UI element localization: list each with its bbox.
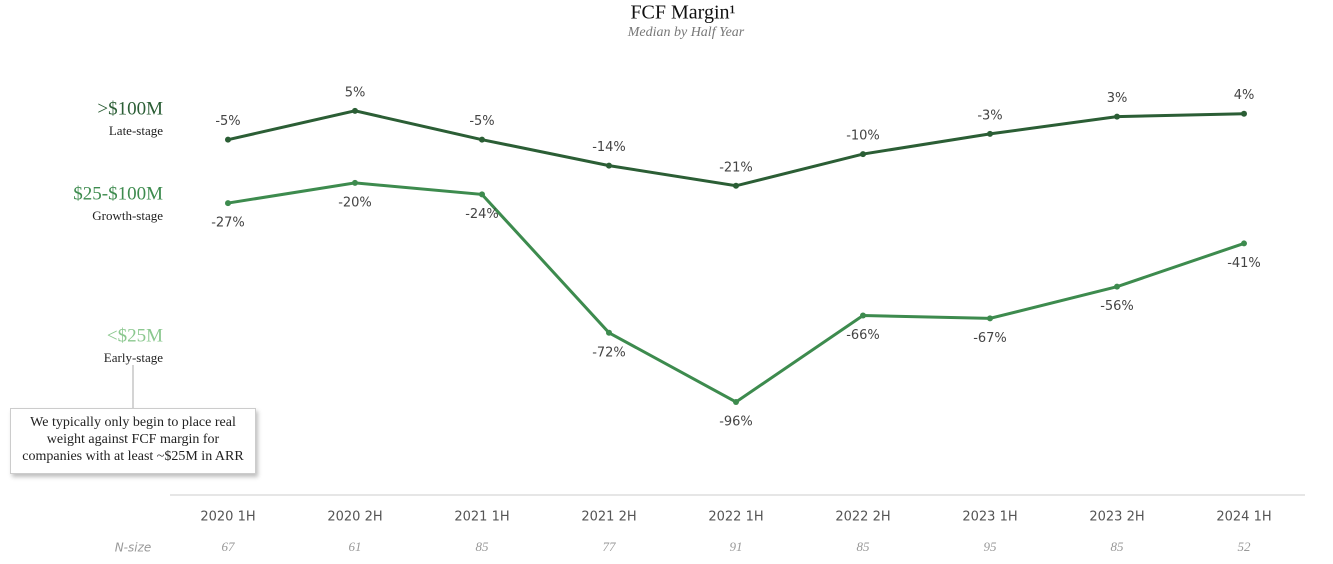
data-label: -56%: [1100, 299, 1134, 314]
data-label: -5%: [469, 114, 494, 129]
data-label: 4%: [1234, 88, 1255, 103]
x-tick-label: 2022 2H: [835, 510, 890, 525]
data-label: -27%: [211, 216, 245, 231]
series-line: [227, 181, 1245, 404]
legend-sublabel: Early-stage: [104, 350, 163, 365]
n-size-value: 61: [349, 539, 362, 554]
n-size-value: 67: [222, 539, 236, 554]
data-label: 3%: [1107, 91, 1128, 106]
x-tick-label: 2020 2H: [327, 510, 382, 525]
data-point: [352, 107, 358, 114]
data-point: [479, 136, 485, 143]
legend-label: <$25M: [107, 325, 163, 346]
data-point: [860, 312, 866, 319]
data-label: -3%: [977, 108, 1002, 123]
chart-subtitle: Median by Half Year: [627, 25, 745, 40]
data-point: [733, 182, 739, 189]
annotation: We typically only begin to place real we…: [10, 408, 256, 474]
n-size-value: 91: [730, 539, 743, 554]
data-point: [225, 136, 231, 143]
data-point: [225, 200, 231, 207]
legend-label: >$100M: [97, 98, 163, 119]
data-label: -21%: [719, 160, 753, 175]
data-label: -96%: [719, 414, 753, 429]
data-point: [1114, 283, 1120, 290]
data-label: -67%: [973, 331, 1007, 346]
data-point: [1114, 113, 1120, 120]
data-point: [987, 315, 993, 322]
data-label: -14%: [592, 140, 626, 155]
x-tick-label: 2020 1H: [200, 510, 255, 525]
chart-title: FCF Margin¹: [630, 2, 735, 24]
x-tick-label: 2024 1H: [1216, 510, 1271, 525]
x-tick-label: 2023 1H: [962, 510, 1017, 525]
n-size-value: 85: [857, 539, 871, 554]
n-size-value: 52: [1238, 539, 1252, 554]
n-size-label: N-size: [115, 541, 152, 555]
x-tick-label: 2023 2H: [1089, 510, 1144, 525]
data-point: [1241, 240, 1247, 247]
data-label: 5%: [345, 85, 366, 100]
data-point: [987, 130, 993, 137]
data-point: [606, 162, 612, 169]
data-point: [733, 398, 739, 405]
legend-label: $25-$100M: [73, 183, 163, 204]
x-tick-label: 2021 1H: [454, 510, 509, 525]
n-size-value: 85: [1111, 539, 1125, 554]
n-size-value: 77: [603, 539, 617, 554]
data-label: -20%: [338, 195, 372, 210]
legend-sublabel: Late-stage: [109, 123, 163, 138]
data-label: -24%: [465, 207, 499, 222]
data-label: -5%: [215, 114, 240, 129]
x-tick-label: 2021 2H: [581, 510, 636, 525]
legend-sublabel: Growth-stage: [92, 208, 163, 223]
data-point: [606, 329, 612, 336]
data-label: -41%: [1227, 256, 1261, 271]
data-label: -66%: [846, 328, 880, 343]
n-size-value: 95: [984, 539, 998, 554]
data-point: [1241, 110, 1247, 117]
data-label: -10%: [846, 129, 880, 144]
data-point: [479, 191, 485, 198]
data-point: [352, 179, 358, 186]
data-label: -72%: [592, 345, 626, 360]
x-tick-label: 2022 1H: [708, 510, 763, 525]
n-size-value: 85: [476, 539, 490, 554]
data-point: [860, 151, 866, 158]
